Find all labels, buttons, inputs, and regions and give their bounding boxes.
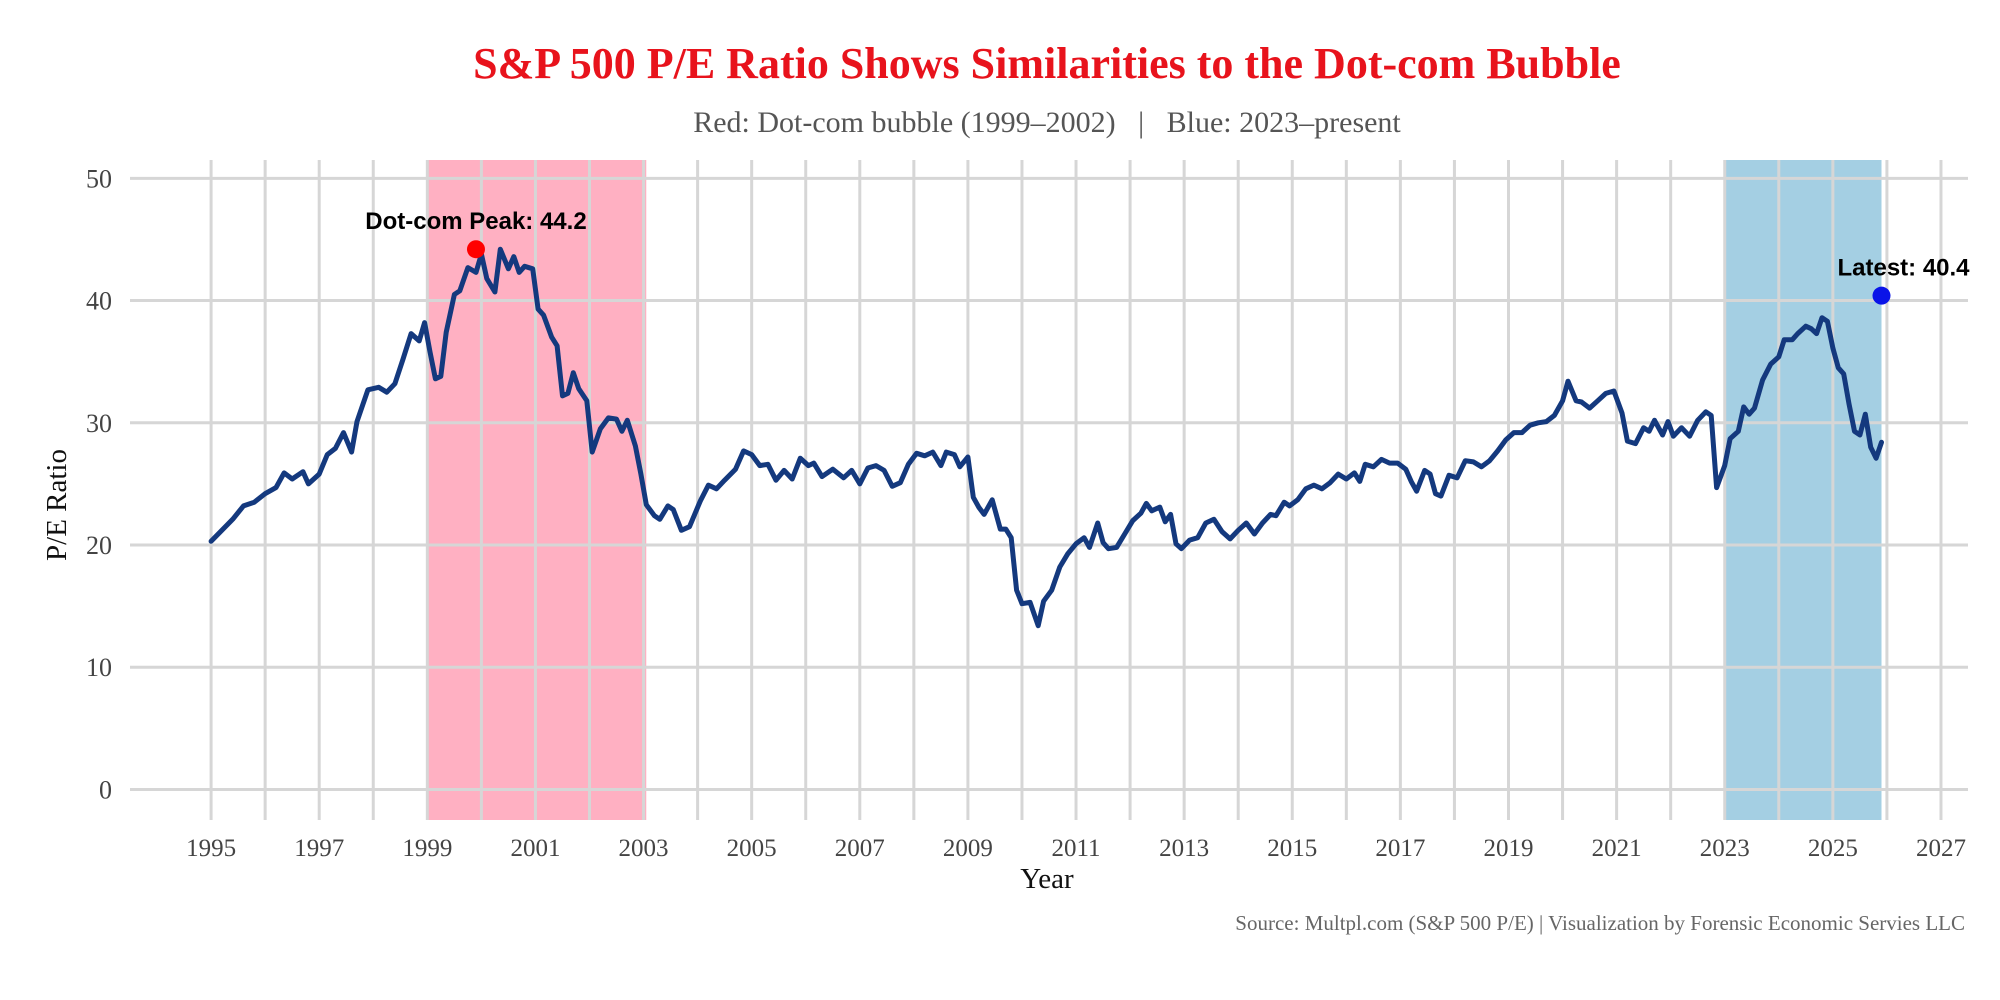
- source-caption: Source: Multpl.com (S&P 500 P/E) | Visua…: [1235, 911, 1965, 935]
- series-layer: [208, 246, 1884, 629]
- pe-ratio-series-line: [208, 246, 1884, 629]
- x-tick-label: 2023: [1700, 835, 1750, 862]
- y-tick-label: 0: [99, 775, 112, 804]
- x-tick-label: 2005: [727, 835, 777, 862]
- x-tick-label: 1997: [294, 835, 344, 862]
- latest-point: [1872, 286, 1891, 305]
- x-tick-label: 2021: [1592, 835, 1642, 862]
- x-tick-label: 2007: [835, 835, 885, 862]
- x-tick-label: 2017: [1375, 835, 1425, 862]
- dotcom-peak-point: [466, 240, 485, 259]
- x-tick-label: 2009: [943, 835, 993, 862]
- x-tick-label: 2015: [1267, 835, 1317, 862]
- x-tick-label: 2003: [619, 835, 669, 862]
- y-tick-label: 20: [86, 531, 112, 560]
- x-tick-label: 1995: [186, 835, 236, 862]
- annotation-points: Dot-com Peak: 44.2 Latest: 40.4: [365, 208, 1970, 305]
- chart-subtitle: Red: Dot-com bubble (1999–2002) | Blue: …: [693, 106, 1401, 139]
- latest-label: Latest: 40.4: [1837, 255, 1970, 282]
- y-axis-label: P/E Ratio: [41, 449, 73, 561]
- dotcom-peak-label: Dot-com Peak: 44.2: [365, 208, 586, 235]
- y-tick-label: 50: [86, 164, 112, 193]
- x-tick-label: 1999: [402, 835, 452, 862]
- x-tick-label: 2027: [1916, 835, 1966, 862]
- shaded-region-recent: [1724, 160, 1882, 820]
- x-axis-label: Year: [1020, 863, 1074, 895]
- gridlines: [130, 160, 1968, 820]
- x-tick-label: 2013: [1159, 835, 1209, 862]
- y-tick-label: 40: [86, 287, 112, 316]
- y-tick-label: 10: [86, 653, 112, 682]
- x-tick-label: 2019: [1484, 835, 1534, 862]
- chart-title: S&P 500 P/E Ratio Shows Similarities to …: [473, 39, 1621, 88]
- x-tick-label: 2001: [510, 835, 560, 862]
- x-tick-label: 2011: [1051, 835, 1100, 862]
- y-tick-label: 30: [86, 409, 112, 438]
- tick-labels: 0 10 20 30 40 50 1995 1997 1999 2001 2003 2005 2007 2…: [86, 164, 1966, 862]
- x-tick-label: 2025: [1808, 835, 1858, 862]
